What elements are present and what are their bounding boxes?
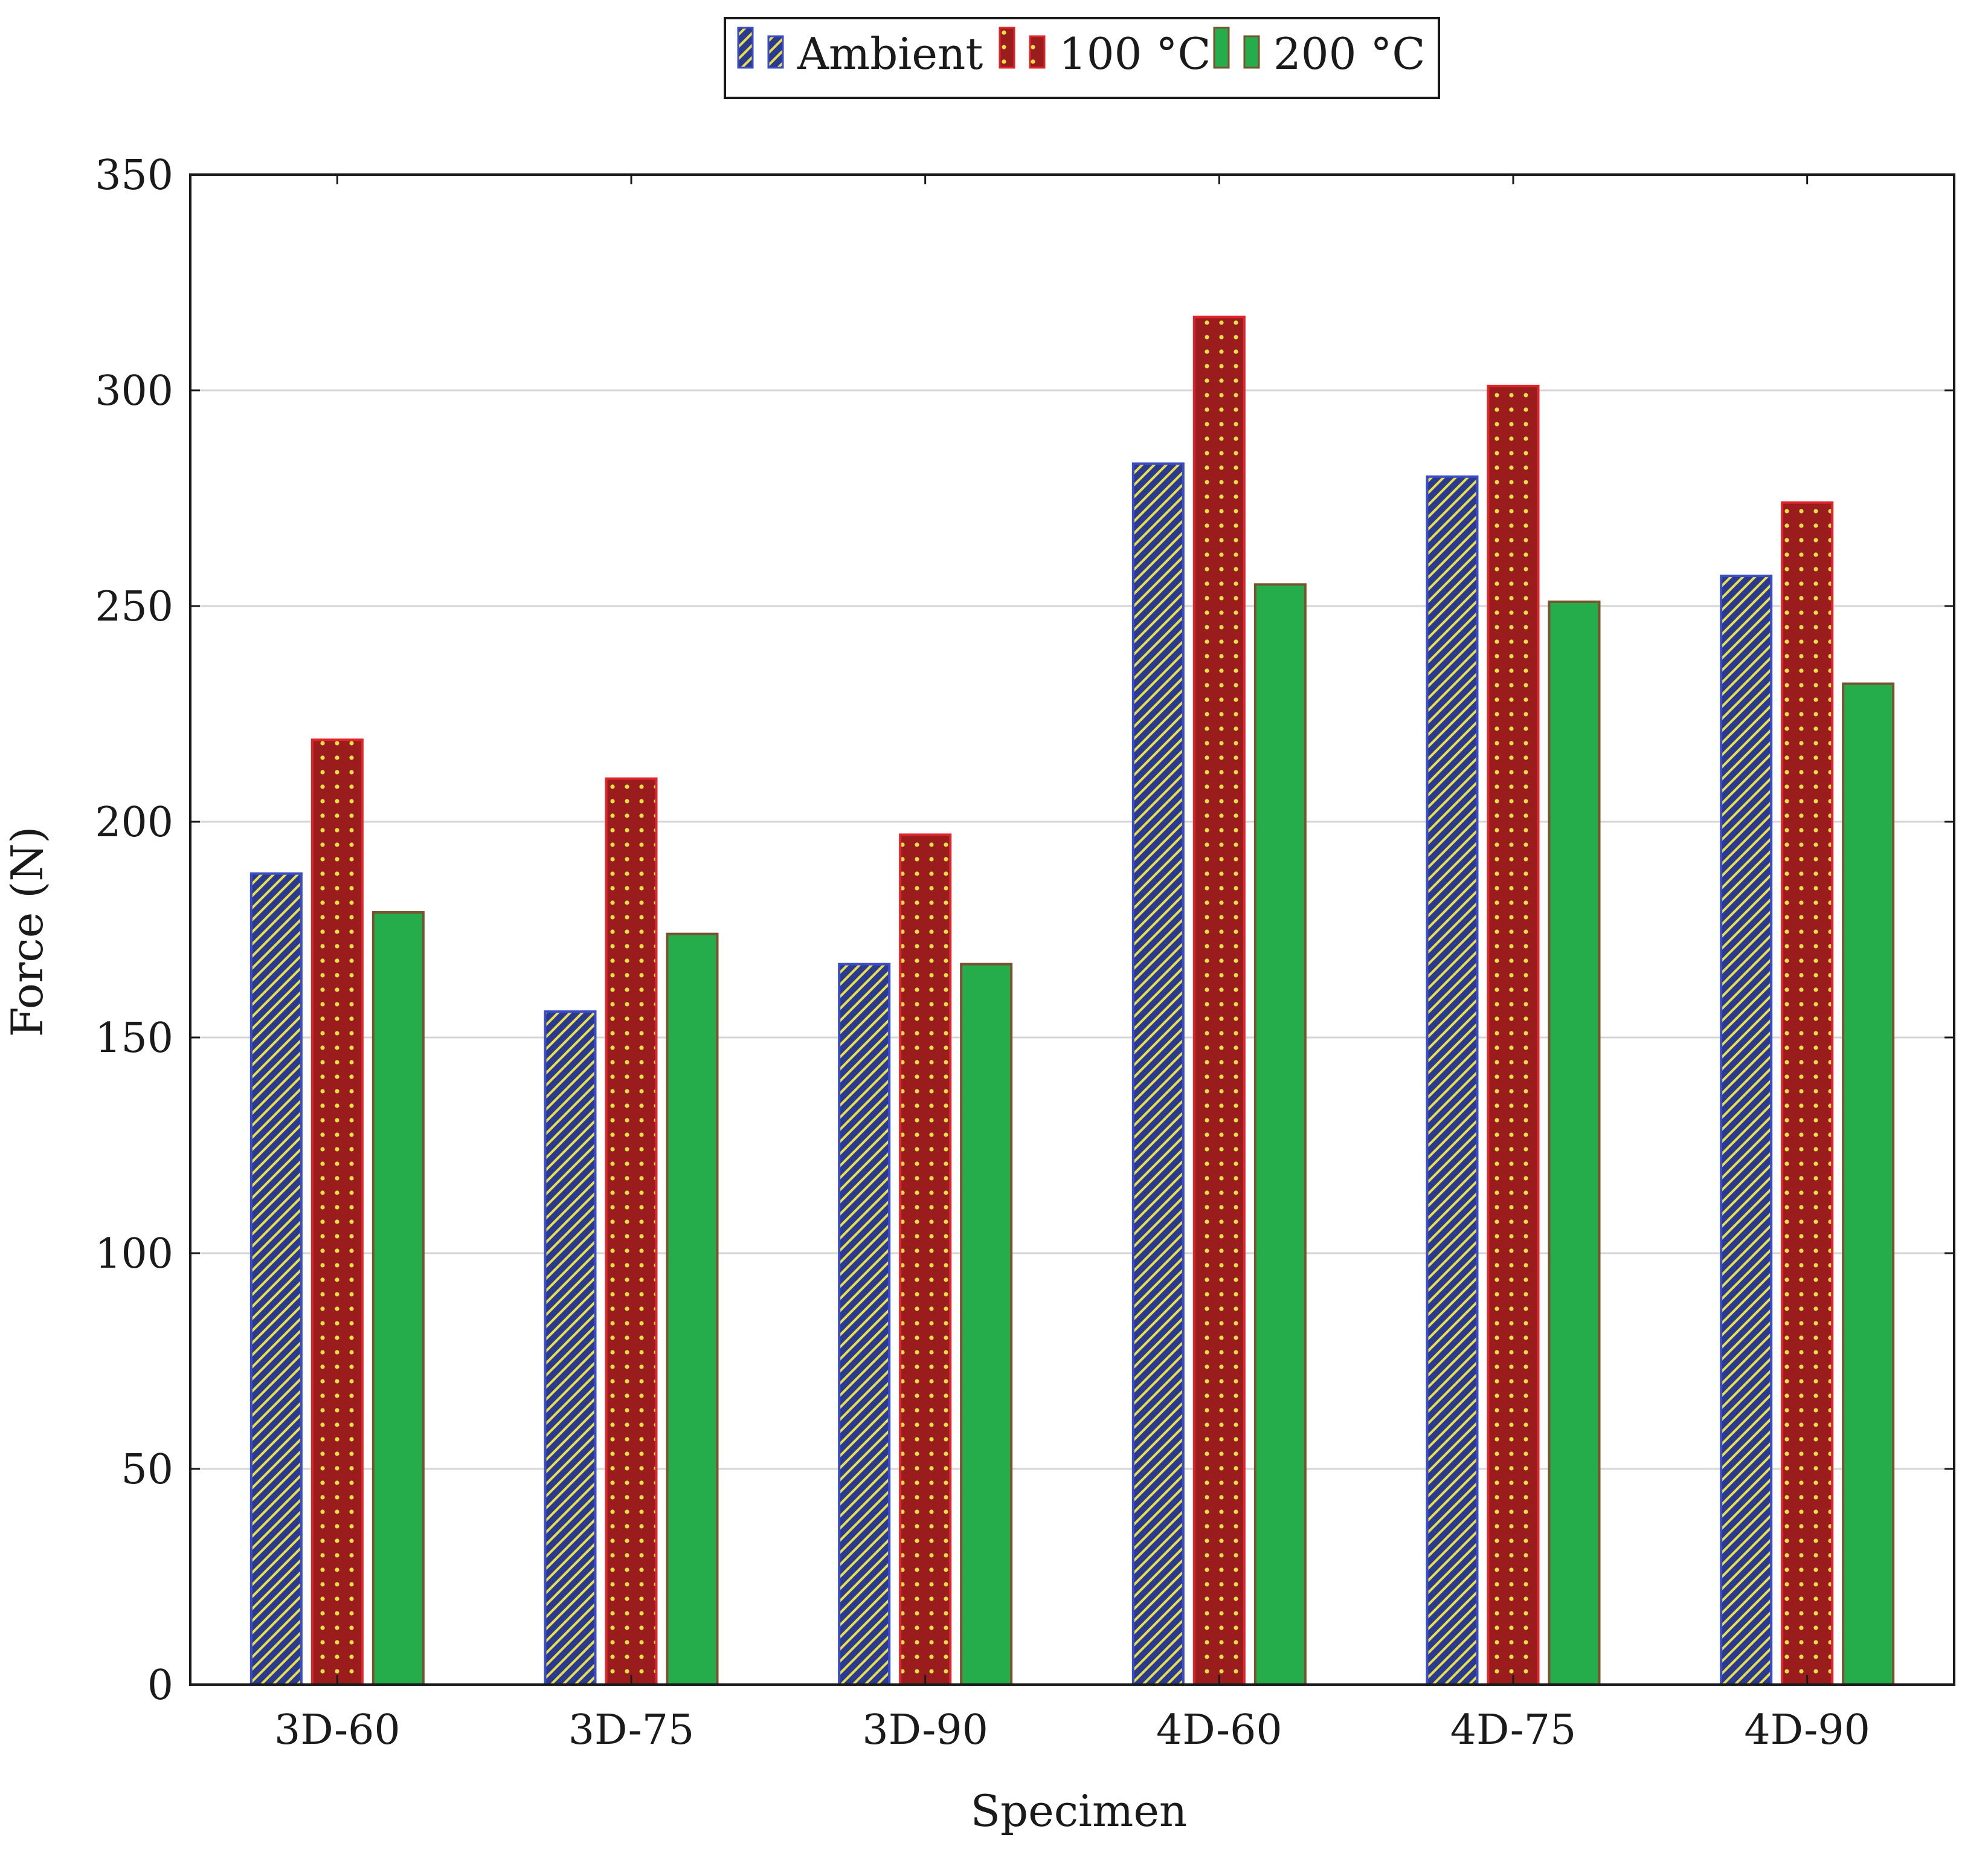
bar-100-c-4d-75 bbox=[1487, 384, 1540, 1686]
bar-100-c-4d-90 bbox=[1781, 501, 1834, 1686]
legend: Ambient 100 °C 200 °C bbox=[724, 17, 1440, 99]
bar-200-c-3d-60 bbox=[372, 911, 425, 1686]
legend-label: 200 °C bbox=[1273, 28, 1425, 79]
legend-swatch bbox=[999, 27, 1015, 69]
y-tick-label: 300 bbox=[95, 367, 173, 415]
y-tick-label: 350 bbox=[95, 152, 173, 199]
y-axis-label: Force (N) bbox=[2, 827, 53, 1037]
legend-swatch bbox=[1029, 35, 1046, 69]
bar-ambient-3d-60 bbox=[249, 872, 303, 1686]
bar-200-c-4d-60 bbox=[1253, 583, 1307, 1686]
tick-labels: 0 50 100 150 200 250 300 350 3D-60 3D-75 3D-90 4D-6… bbox=[95, 152, 1870, 1754]
gridlines bbox=[190, 389, 1954, 1470]
x-tick-label: 4D-60 bbox=[1156, 1706, 1282, 1754]
bar-100-c-3d-90 bbox=[899, 833, 952, 1686]
x-tick-label: 3D-75 bbox=[568, 1706, 695, 1754]
bar-200-c-3d-75 bbox=[666, 932, 719, 1686]
bar-ambient-3d-75 bbox=[544, 1010, 597, 1686]
bar-100-c-3d-60 bbox=[310, 738, 364, 1686]
bars bbox=[249, 315, 1895, 1686]
y-tick-label: 50 bbox=[121, 1446, 173, 1494]
legend-box bbox=[724, 17, 1440, 99]
x-tick-label: 4D-90 bbox=[1744, 1706, 1870, 1754]
legend-label: Ambient bbox=[797, 28, 983, 79]
bar-200-c-3d-90 bbox=[960, 963, 1013, 1686]
legend-swatch bbox=[1213, 27, 1230, 69]
x-tick-label: 3D-60 bbox=[274, 1706, 400, 1754]
bar-ambient-3d-90 bbox=[838, 963, 891, 1686]
bar-ambient-4d-90 bbox=[1720, 575, 1773, 1686]
bar-100-c-4d-60 bbox=[1192, 315, 1246, 1686]
legend-swatch bbox=[767, 35, 784, 69]
y-tick-label: 100 bbox=[95, 1230, 173, 1278]
y-tick-label: 250 bbox=[95, 583, 173, 631]
y-tick-label: 0 bbox=[147, 1662, 173, 1709]
legend-label: 100 °C bbox=[1059, 28, 1211, 79]
x-tick-label: 3D-90 bbox=[862, 1706, 988, 1754]
axes bbox=[189, 173, 1955, 1686]
plot-frame bbox=[189, 173, 1955, 1686]
y-tick-label: 200 bbox=[95, 799, 173, 847]
x-tick-label: 4D-75 bbox=[1450, 1706, 1577, 1754]
x-axis-label: Specimen bbox=[971, 1786, 1188, 1836]
bar-ambient-4d-75 bbox=[1426, 475, 1479, 1686]
legend-swatch bbox=[1243, 35, 1260, 69]
y-tick-label: 150 bbox=[95, 1015, 173, 1062]
legend-swatch bbox=[737, 27, 754, 69]
bar-200-c-4d-90 bbox=[1842, 682, 1895, 1686]
bar-ambient-4d-60 bbox=[1131, 462, 1185, 1686]
bar-200-c-4d-75 bbox=[1548, 600, 1601, 1686]
bar-100-c-3d-75 bbox=[605, 777, 658, 1686]
